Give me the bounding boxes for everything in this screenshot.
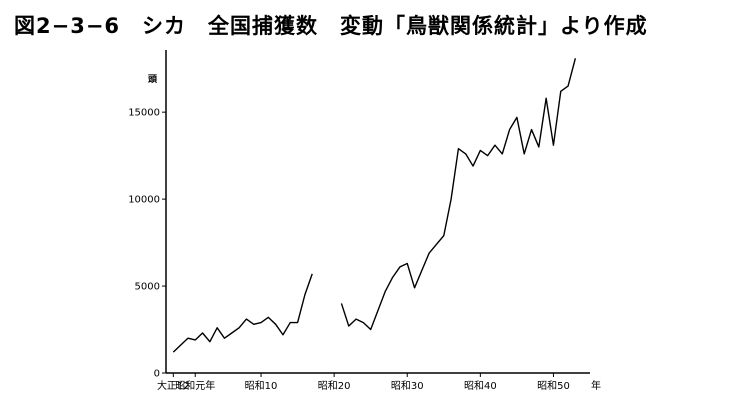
x-tick-label: 昭和30	[391, 380, 424, 392]
x-tick-label: 大正12	[157, 379, 190, 392]
x-tick-label: 昭和10	[245, 380, 278, 392]
x-tick-label: 昭和20	[318, 380, 351, 392]
y-tick-label: 10000	[128, 195, 160, 206]
x-axis-unit-label: 年	[591, 379, 601, 392]
chart-title: 図2−3−6 シカ 全国捕獲数 変動「鳥獣関係統計」より作成	[14, 14, 648, 38]
y-tick-label: 5000	[135, 282, 160, 293]
x-tick-label: 昭和40	[464, 380, 497, 392]
y-axis-ticks: 0 5000 10000 15000	[128, 108, 166, 380]
data-series	[172, 58, 577, 353]
chart-axes	[165, 50, 590, 374]
series-line-segment	[172, 273, 313, 353]
y-tick-label: 15000	[128, 108, 160, 119]
y-tick-label: 0	[154, 369, 160, 380]
x-tick-label: 昭和元年	[175, 379, 215, 392]
y-axis-unit-label: 頭	[148, 74, 158, 85]
series-line-segment	[340, 58, 577, 331]
x-tick-label: 昭和50	[537, 380, 570, 392]
